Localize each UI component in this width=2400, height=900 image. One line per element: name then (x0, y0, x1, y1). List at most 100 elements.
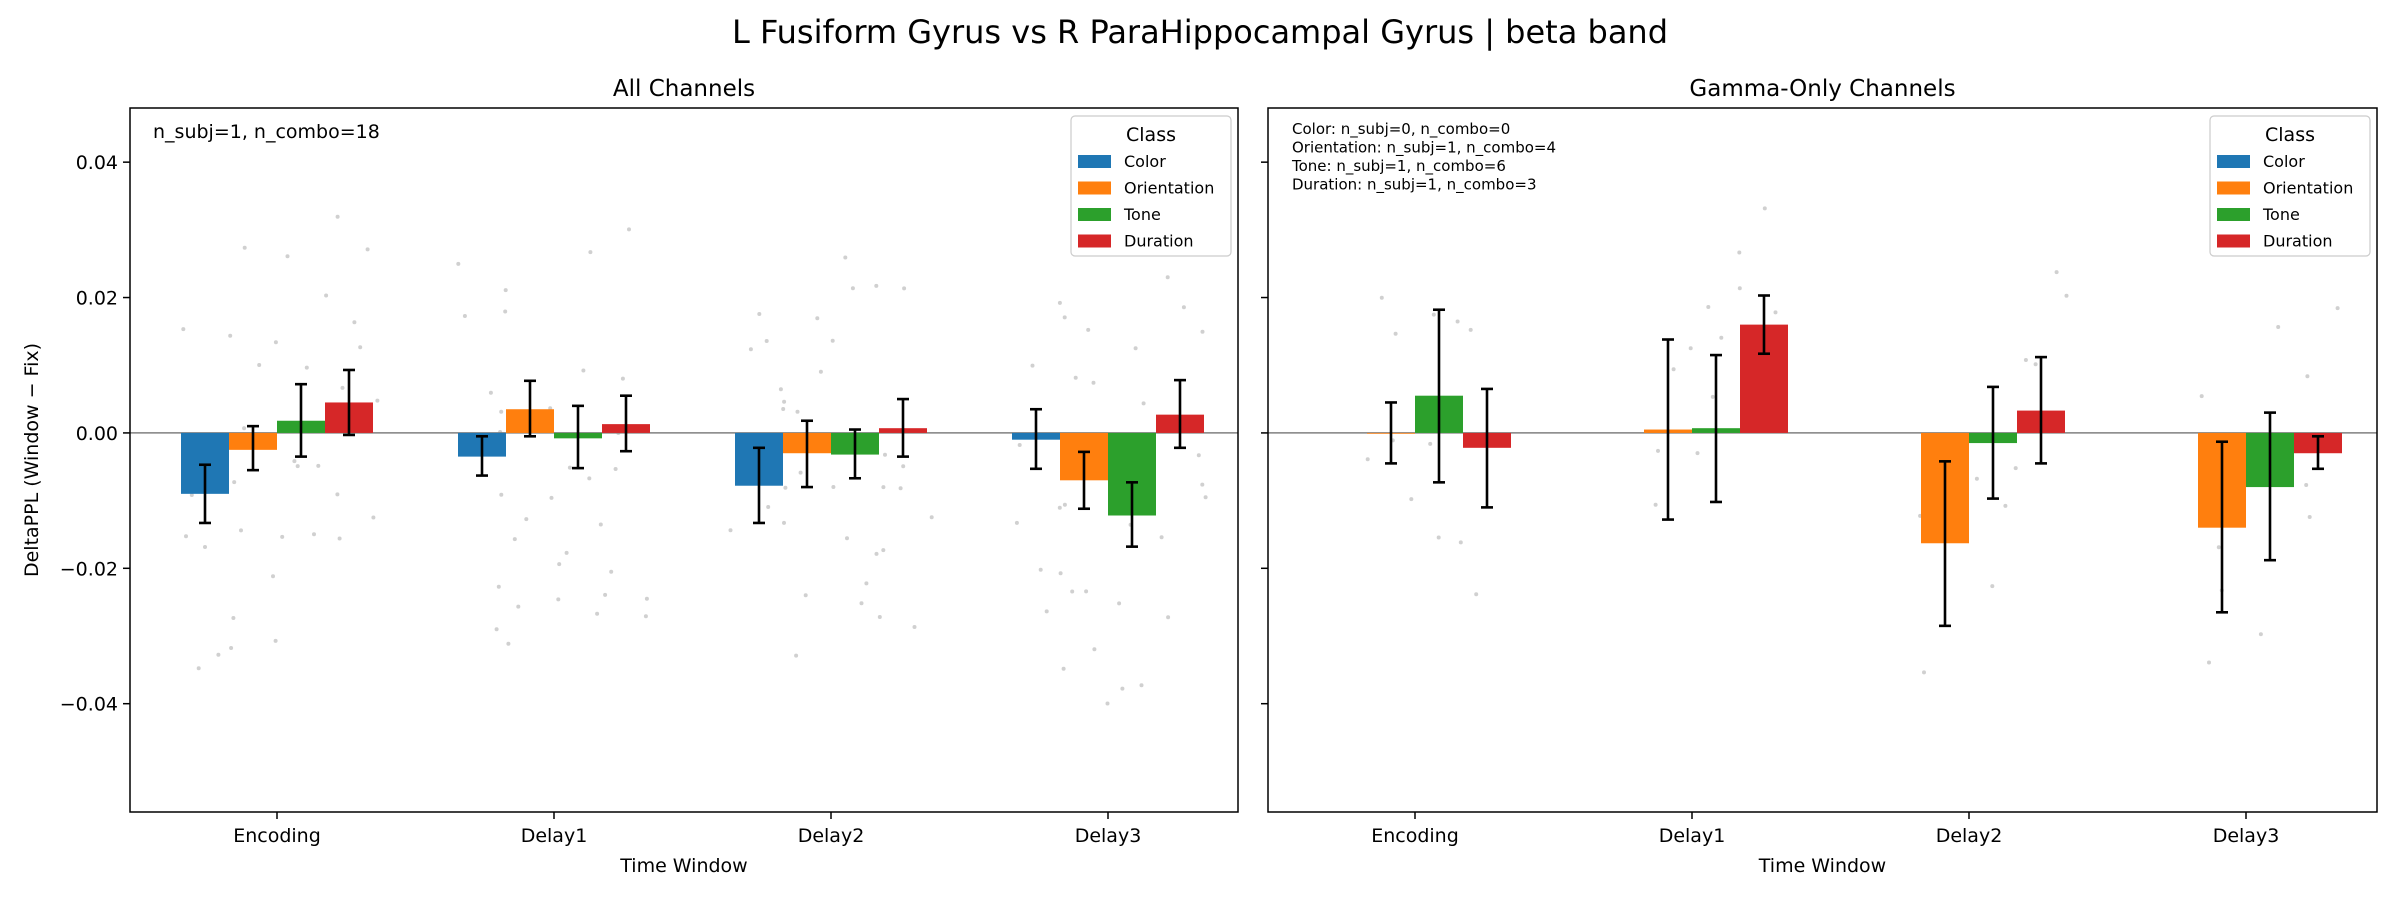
scatter-point (285, 254, 290, 259)
scatter-point (375, 398, 380, 403)
scatter-point (595, 611, 600, 616)
scatter-point (1762, 206, 1767, 211)
x-axis-label: Time Window (619, 855, 747, 877)
scatter-point (358, 345, 363, 350)
scatter-point (778, 387, 783, 392)
scatter-point (1468, 327, 1473, 332)
scatter-point (564, 550, 569, 555)
scatter-point (1458, 540, 1463, 545)
scatter-point (1062, 315, 1067, 320)
scatter-point (324, 293, 329, 298)
scatter-point (603, 592, 608, 597)
x-tick-label: Delay2 (1936, 825, 2003, 847)
scatter-point (2304, 483, 2309, 487)
scatter-point (271, 574, 275, 579)
scatter-point (556, 597, 561, 602)
scatter-point (2003, 503, 2008, 508)
x-tick-label: Encoding (233, 825, 321, 847)
scatter-point (644, 596, 649, 601)
scatter-point (1057, 505, 1062, 510)
scatter-point (371, 515, 376, 520)
scatter-point (242, 426, 247, 431)
scatter-point (883, 452, 887, 457)
scatter-point (1671, 367, 1676, 372)
scatter-point (874, 551, 879, 556)
y-tick-label: 0.00 (76, 423, 118, 445)
scatter-point (184, 534, 188, 539)
scatter-point (1139, 683, 1144, 688)
scatter-point (512, 537, 517, 542)
scatter-point (1409, 497, 1414, 502)
scatter-point (912, 625, 917, 629)
scatter-point (1653, 502, 1658, 507)
annotation-text: Duration: n_subj=1, n_combo=3 (1292, 176, 1537, 195)
scatter-point (228, 333, 233, 338)
legend-label: Duration (1124, 232, 1194, 251)
scatter-point (365, 247, 370, 252)
scatter-point (2307, 515, 2312, 519)
scatter-point (748, 347, 753, 352)
scatter-point (1200, 482, 1205, 487)
scatter-point (874, 283, 879, 288)
scatter-point (2305, 374, 2310, 379)
scatter-point (843, 255, 848, 260)
legend-swatch-duration (1078, 234, 1111, 248)
scatter-point (1196, 453, 1201, 458)
scatter-point (1737, 250, 1742, 255)
scatter-point (273, 340, 278, 345)
scatter-point (1086, 327, 1091, 332)
scatter-point (516, 604, 521, 609)
scatter-point (2276, 325, 2281, 329)
x-tick-label: Delay1 (1659, 825, 1726, 847)
scatter-point (845, 536, 849, 541)
legend-label: Duration (2263, 232, 2333, 251)
scatter-point (902, 286, 907, 291)
scatter-point (1092, 647, 1097, 652)
scatter-point (292, 459, 297, 464)
scatter-point (2054, 270, 2059, 275)
scatter-point (488, 390, 493, 395)
scatter-point (1017, 443, 1022, 447)
scatter-point (1014, 520, 1019, 525)
scatter-point (232, 480, 237, 485)
scatter-point (1922, 670, 1926, 675)
x-tick-label: Delay2 (798, 825, 865, 847)
scatter-point (280, 534, 285, 539)
scatter-point (1070, 589, 1075, 594)
x-tick-label: Delay3 (1075, 825, 1142, 847)
legend-swatch-color (2217, 155, 2250, 168)
annotation-text: n_subj=1, n_combo=18 (153, 121, 380, 143)
scatter-point (506, 641, 511, 646)
panel-all-channels: All Channels 0.04 0.02 0.00 −0.02 −0.04 Encodi… (21, 76, 1239, 877)
scatter-point (203, 545, 207, 549)
scatter-point (1365, 457, 1370, 462)
scatter-point (1200, 329, 1205, 334)
figure-title: L Fusiform Gyrus vs R ParaHippocampal Gy… (731, 13, 1669, 51)
scatter-point (1057, 300, 1062, 305)
scatter-point (598, 522, 603, 527)
scatter-point (1719, 335, 1724, 340)
scatter-point (312, 532, 316, 537)
legend-label: Orientation (2263, 179, 2353, 198)
scatter-point (273, 638, 278, 643)
scatter-point (462, 314, 467, 318)
scatter-point (1105, 701, 1110, 706)
scatter-point (1165, 275, 1170, 280)
scatter-point (1203, 495, 1208, 500)
scatter-point (557, 562, 562, 567)
scatter-point (216, 652, 221, 657)
scatter-point (499, 492, 504, 497)
scatter-point (818, 369, 823, 374)
scatter-point (1990, 584, 1995, 589)
axes-frame (129, 107, 1239, 813)
scatter-point (898, 486, 903, 491)
scatter-point (1117, 601, 1122, 606)
scatter-point (864, 581, 869, 586)
panel-title: All Channels (613, 76, 755, 102)
scatter-point (549, 495, 554, 500)
scatter-point (877, 615, 882, 619)
scatter-point (1159, 535, 1164, 540)
scatter-point (581, 368, 586, 373)
scatter-point (2064, 293, 2069, 298)
scatter-point (231, 616, 236, 620)
